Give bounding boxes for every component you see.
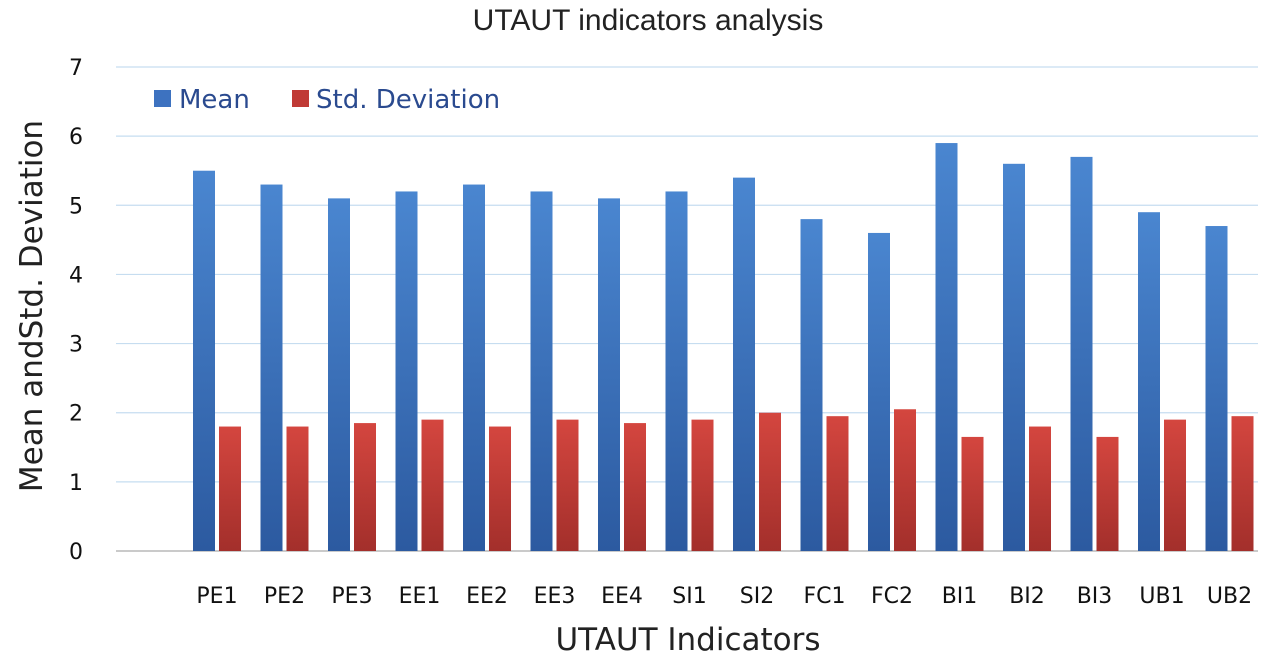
y-tick-label: 2: [69, 402, 83, 427]
mean-bar-fc1: [800, 219, 823, 551]
y-tick-label: 0: [69, 540, 83, 565]
x-tick-label-ee2: EE2: [466, 584, 508, 609]
mean-bar-bi2: [1003, 163, 1025, 552]
mean-bar-bi1: [935, 143, 958, 552]
std-deviation-bar-pe1: [219, 426, 241, 551]
mean-bar-pe1: [193, 170, 215, 551]
chart-title: UTAUT indicators analysis: [473, 4, 824, 37]
x-tick-label-bi3: BI3: [1077, 584, 1113, 609]
x-tick-label-bi2: BI2: [1009, 584, 1045, 609]
mean-bar-ub2: [1205, 226, 1228, 551]
std-deviation-bar-pe2: [286, 426, 309, 551]
std-deviation-bar-ee1: [421, 419, 444, 551]
x-tick-label-ub1: UB1: [1139, 584, 1184, 609]
x-tick-label-ee4: EE4: [601, 584, 643, 609]
y-tick-label: 4: [69, 263, 83, 288]
mean-bar-ee1: [395, 191, 418, 551]
y-tick-label: 6: [69, 125, 83, 150]
std-deviation-bar-ee2: [489, 426, 511, 551]
mean-bar-ub1: [1138, 212, 1160, 551]
x-tick-label-si1: SI1: [672, 584, 706, 609]
std-deviation-bar-si1: [691, 419, 714, 551]
y-axis-title: Mean andStd. Deviation: [14, 120, 50, 492]
legend: Mean Std. Deviation: [154, 85, 500, 115]
std-deviation-bar-fc1: [826, 416, 849, 551]
mean-bar-si2: [733, 177, 755, 551]
x-tick-label-si2: SI2: [740, 584, 774, 609]
y-axis-ticks: 0 1 2 3 4 5 6 7: [69, 56, 83, 565]
mean-bar-ee2: [463, 184, 485, 552]
x-axis-title: UTAUT Indicators: [555, 622, 820, 658]
std-deviation-bar-si2: [759, 412, 781, 551]
std-deviation-bar-ee4: [624, 423, 646, 551]
x-tick-label-pe1: PE1: [196, 584, 237, 609]
y-tick-label: 5: [69, 194, 83, 219]
x-tick-label-fc2: FC2: [871, 584, 913, 609]
std-deviation-bar-fc2: [894, 409, 916, 551]
mean-bar-bi3: [1070, 156, 1093, 551]
y-tick-label: 3: [69, 333, 83, 358]
std-deviation-bar-pe3: [354, 423, 376, 551]
y-tick-label: 7: [69, 56, 83, 81]
mean-bar-pe2: [260, 184, 283, 552]
x-tick-label-pe3: PE3: [331, 584, 372, 609]
legend-swatch-mean: [154, 90, 171, 107]
legend-label-std-deviation: Std. Deviation: [316, 85, 500, 115]
x-tick-label-ee3: EE3: [534, 584, 576, 609]
mean-bar-fc2: [868, 232, 890, 551]
x-tick-label-pe2: PE2: [264, 584, 305, 609]
std-deviation-bar-bi1: [961, 436, 984, 551]
std-deviation-bar-bi3: [1096, 436, 1119, 551]
x-tick-label-fc1: FC1: [803, 584, 845, 609]
std-deviation-bar-bi2: [1029, 426, 1051, 551]
std-deviation-bar-ee3: [556, 419, 579, 551]
x-tick-label-bi1: BI1: [942, 584, 978, 609]
bars: [193, 143, 1254, 552]
legend-label-mean: Mean: [179, 85, 250, 115]
legend-swatch-std-deviation: [292, 90, 309, 107]
x-tick-label-ub2: UB2: [1207, 584, 1252, 609]
mean-bar-pe3: [328, 198, 350, 551]
mean-bar-ee3: [530, 191, 553, 551]
x-tick-label-ee1: EE1: [399, 584, 441, 609]
mean-bar-ee4: [598, 198, 620, 551]
x-axis-ticks: PE1 PE2 PE3 EE1 EE2 EE3 EE4 SI1 SI2 FC1 FC2 BI1 BI2 B…: [196, 584, 1252, 609]
std-deviation-bar-ub1: [1164, 419, 1186, 551]
std-deviation-bar-ub2: [1231, 416, 1254, 551]
y-tick-label: 1: [69, 471, 83, 496]
mean-bar-si1: [665, 191, 688, 551]
